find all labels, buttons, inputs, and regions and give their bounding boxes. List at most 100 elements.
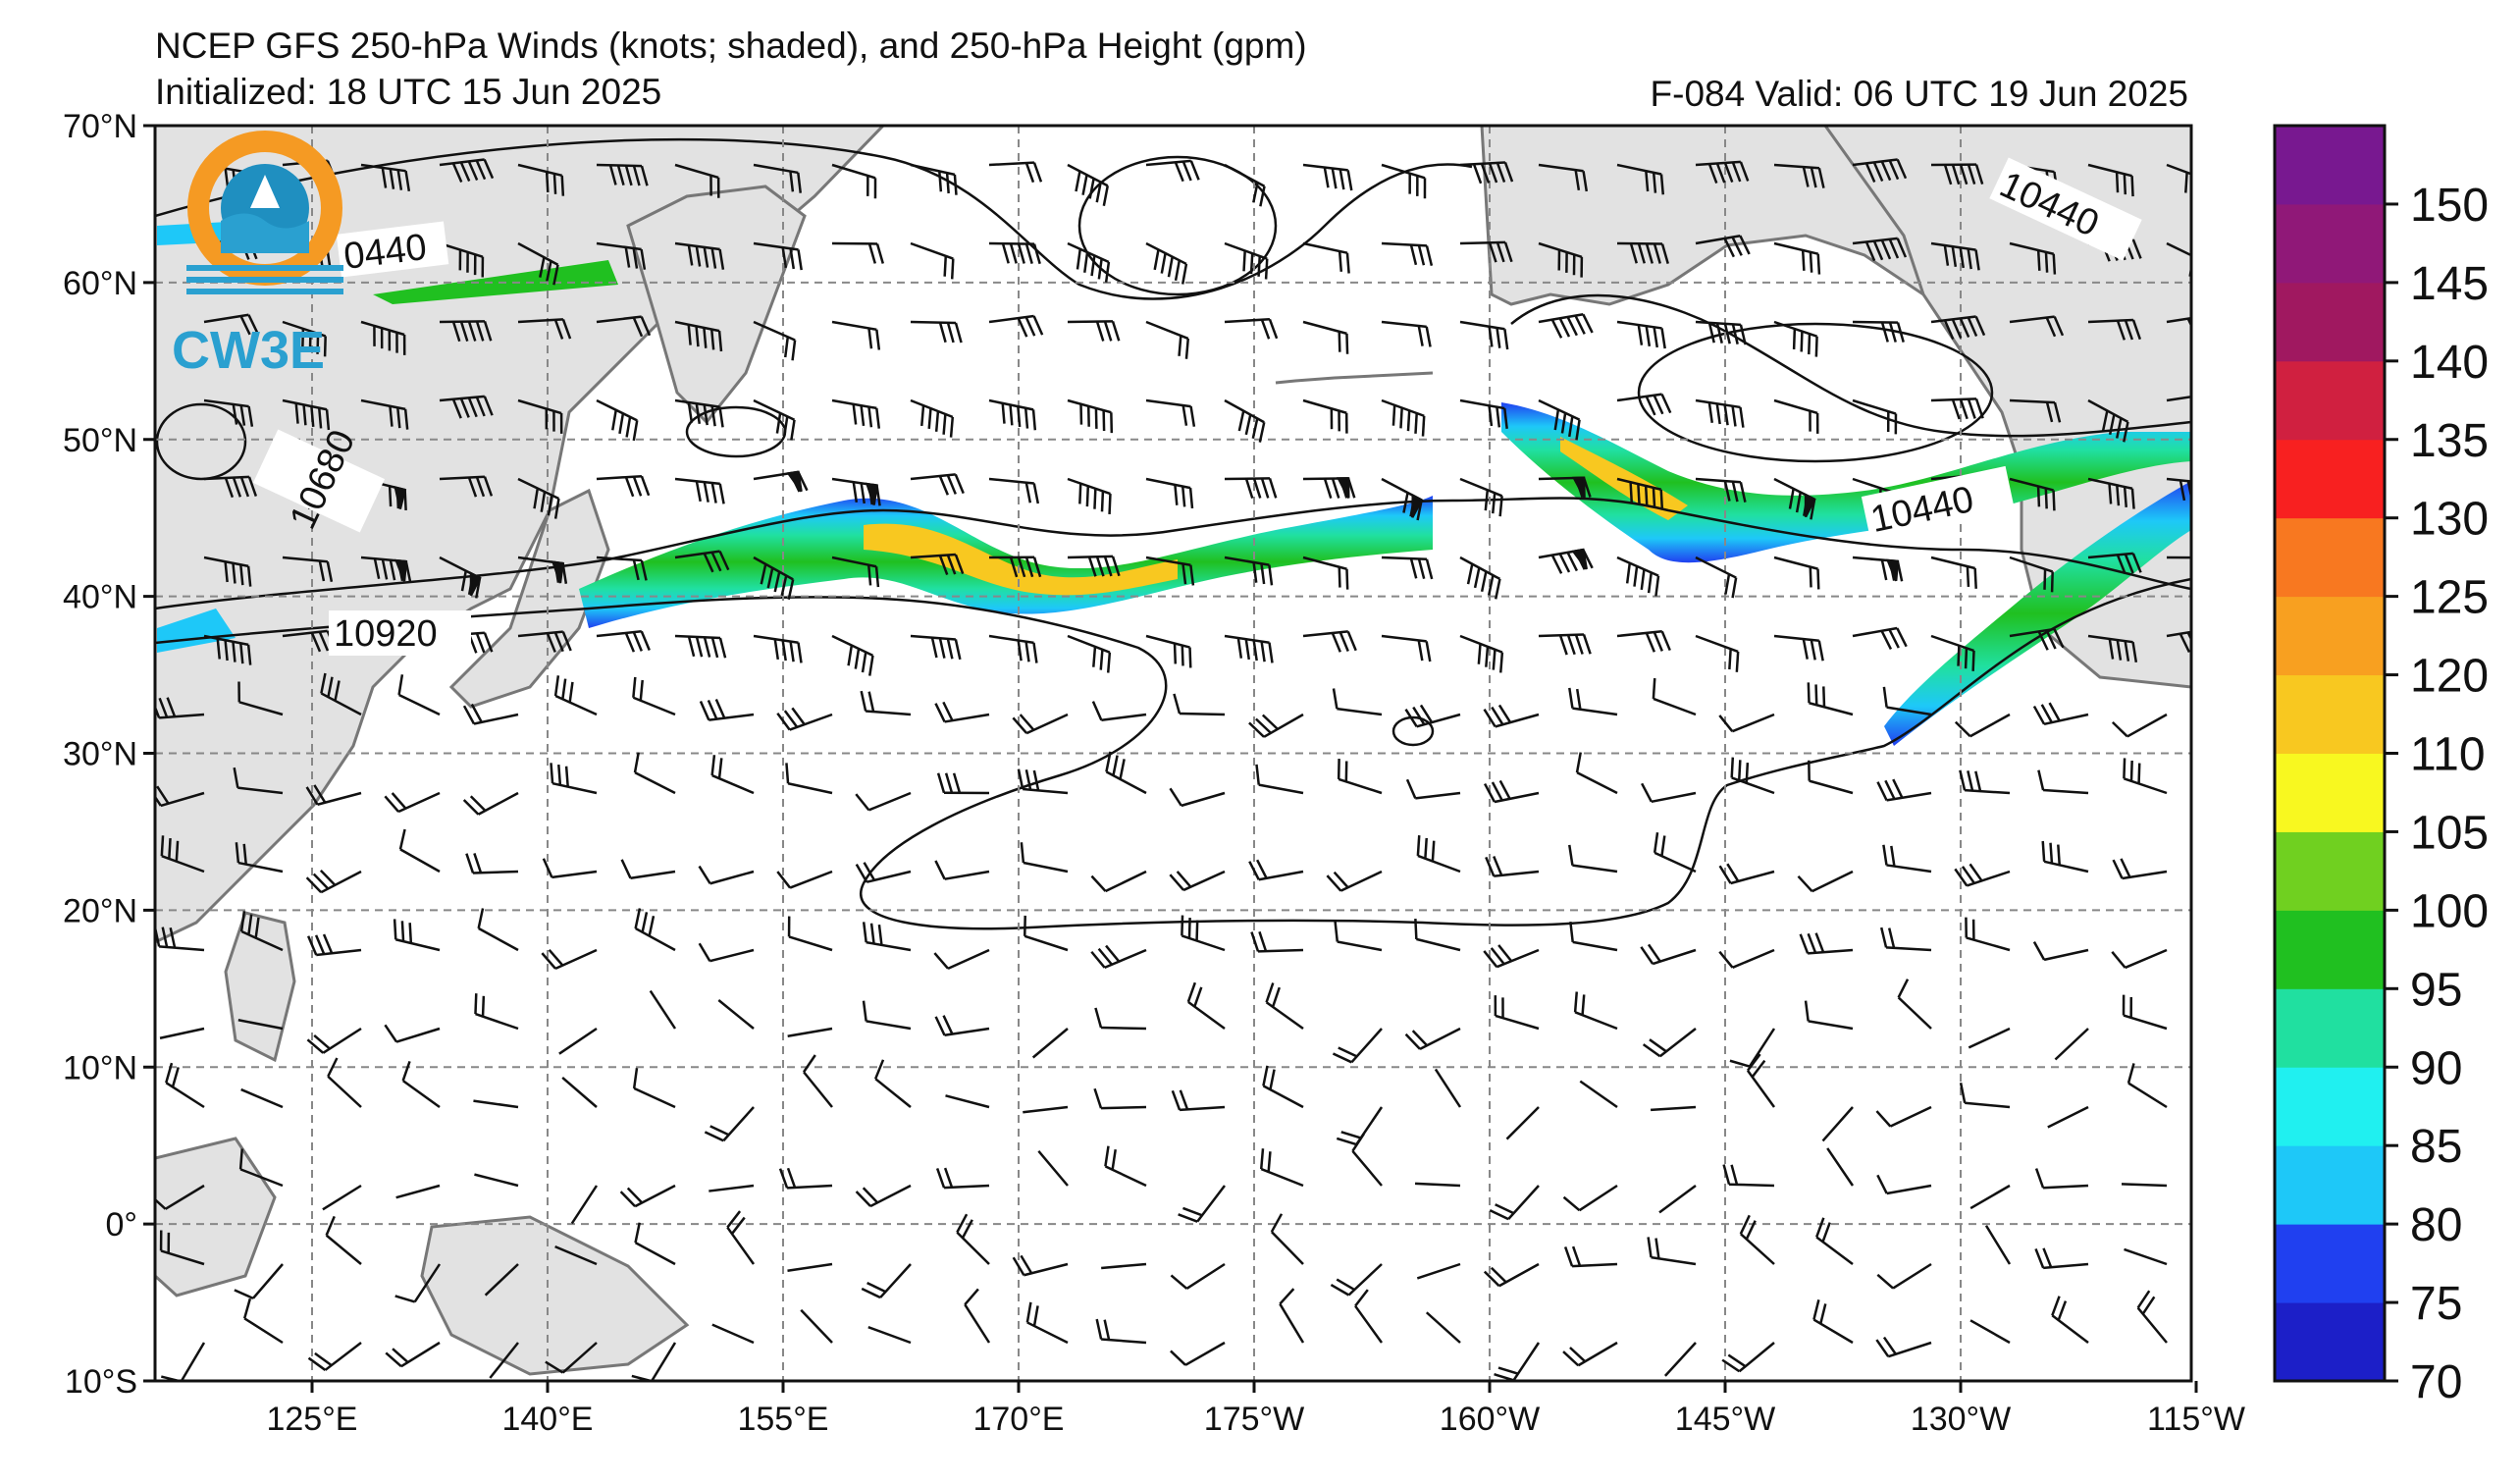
wind-barb (242, 1298, 284, 1345)
wind-barb (462, 703, 519, 725)
wind-barb (1773, 556, 1820, 590)
wind-barb (1101, 1262, 1147, 1270)
wind-barb (1302, 163, 1353, 191)
wind-barb (439, 241, 485, 278)
wind-barb (517, 398, 563, 434)
colorbar-swatch (2275, 674, 2385, 754)
contour-label-10920: 10920 (334, 613, 438, 655)
wind-barb (1067, 634, 1112, 673)
contour-10440-east (1510, 293, 2191, 438)
wind-barb (397, 674, 441, 716)
wind-barb (1812, 1299, 1854, 1345)
wind-barb (933, 948, 990, 970)
wind-barb (517, 630, 572, 653)
wind-barb (240, 1087, 284, 1109)
colorbar-swatch (2275, 126, 2385, 205)
wind-barb (1416, 1262, 1461, 1280)
wind-barb (542, 858, 598, 879)
wind-barb (1882, 686, 1932, 716)
latitude-labels: 70°N 60°N 50°N 40°N 30°N 20°N 10°N 0° 10°S (63, 108, 155, 1401)
wind-barb (936, 772, 990, 795)
wind-barb (1485, 856, 1540, 877)
wind-barb (1354, 1289, 1384, 1344)
wind-barb (2051, 1296, 2089, 1344)
wind-barb (2047, 1105, 2089, 1129)
wind-barb (1746, 1053, 1776, 1108)
wind-barb (1067, 320, 1121, 342)
wind-barb (1984, 1225, 2012, 1265)
wind-barb (1563, 1245, 1618, 1268)
wind-barb (1562, 1184, 1618, 1212)
wind-barb (1224, 634, 1274, 663)
colorbar-label: 90 (2410, 1042, 2462, 1094)
colorbar-swatch (2275, 910, 2385, 989)
wind-barb (305, 784, 362, 806)
wind-barb (320, 672, 362, 716)
wind-barb (934, 701, 990, 723)
jet-east (1501, 402, 2191, 563)
colorbar-swatch (2275, 831, 2385, 911)
wind-barb (935, 1167, 990, 1190)
wind-barb (439, 556, 482, 599)
wind-barb (1459, 398, 1508, 429)
colorbar-swatch (2275, 1145, 2385, 1225)
wind-barb (1414, 1182, 1461, 1188)
contour-label-0440: 0440 (341, 227, 429, 278)
contour-10440-north (155, 137, 1473, 300)
wind-barb (1483, 704, 1540, 728)
wind-barb (1414, 918, 1461, 952)
wind-barb (2009, 556, 2054, 593)
colorbar-label: 110 (2410, 729, 2486, 781)
colorbar-label: 105 (2410, 807, 2489, 859)
wind-barb (1459, 634, 1504, 673)
wind-barb (619, 1184, 676, 1208)
wind-barb (1024, 915, 1069, 952)
wind-barb (1067, 398, 1114, 434)
wind-barb (1695, 235, 1751, 258)
wind-barb (778, 1167, 833, 1190)
jet-west (579, 496, 1433, 628)
wind-barb (165, 1062, 205, 1109)
wind-barb (1968, 1027, 2011, 1049)
wind-barb (1093, 1087, 1147, 1110)
wind-barb (384, 1024, 441, 1043)
wind-barb (945, 1094, 990, 1109)
wind-barb (988, 477, 1040, 504)
wind-barb (394, 1263, 442, 1303)
contour-low-bering (1077, 155, 1278, 296)
wind-barb (1381, 634, 1432, 662)
wind-barb (1569, 922, 1618, 952)
wind-barb (1381, 320, 1432, 347)
wind-barb (1538, 313, 1594, 339)
contour-low-gulf (1637, 322, 1994, 463)
wind-barb (2009, 477, 2056, 511)
wind-barb (1773, 320, 1818, 357)
wind-barb (1826, 1147, 1855, 1187)
wind-barb (2124, 1247, 2168, 1266)
wind-barb (474, 993, 519, 1031)
wind-barb (753, 241, 803, 271)
wind-barb (831, 398, 881, 429)
colorbar-swatch (2275, 282, 2385, 362)
wind-barb (282, 320, 327, 357)
wind-barb (634, 1222, 676, 1266)
wind-barb (1616, 163, 1665, 195)
lon-label: 160°W (1440, 1401, 1540, 1438)
colorbar-swatch (2275, 203, 2385, 284)
wind-barb (1170, 1341, 1226, 1366)
wind-barb (910, 634, 962, 661)
wind-barb (1425, 1311, 1461, 1344)
wind-barb (596, 398, 639, 442)
wind-barb (2126, 1063, 2168, 1109)
wind-barb (1224, 241, 1269, 280)
wind-barb (1012, 1254, 1069, 1277)
wind-barb (699, 699, 755, 721)
wind-barb (988, 241, 1041, 265)
wind-barb (1852, 237, 1908, 262)
wind-barb (1279, 1288, 1305, 1344)
colorbar-swatch (2275, 988, 2385, 1068)
wind-barb (710, 755, 755, 795)
wind-barb (1562, 1341, 1618, 1367)
wind-barb (753, 470, 809, 493)
colorbar-swatch (2275, 439, 2385, 519)
